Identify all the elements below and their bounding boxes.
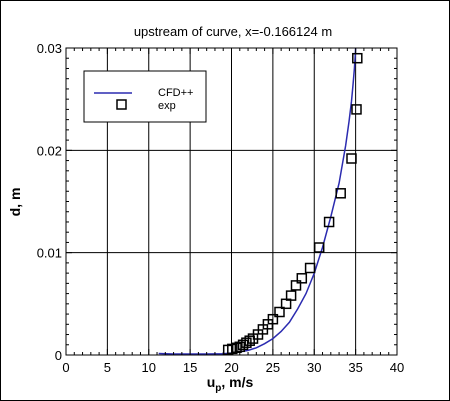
- exp-marker: [335, 188, 346, 199]
- x-tick-label: 15: [183, 360, 197, 375]
- x-tick-label: 35: [348, 360, 362, 375]
- x-tick-label: 0: [62, 360, 69, 375]
- x-tick-label: 40: [390, 360, 404, 375]
- exp-marker: [274, 306, 285, 318]
- legend: CFD++ exp: [83, 70, 207, 123]
- x-tick-label: 10: [142, 360, 156, 375]
- x-axis-label-rest: , m/s: [221, 374, 253, 390]
- exp-marker: [285, 290, 297, 301]
- y-tick-label: 0.03: [37, 41, 62, 56]
- exp-marker: [231, 342, 242, 354]
- legend-box: [83, 70, 207, 123]
- exp-marker: [244, 335, 255, 346]
- y-tick-label: 0.02: [37, 143, 62, 158]
- exp-marker: [290, 280, 302, 291]
- ticks: [65, 47, 398, 356]
- x-axis-label-main: u: [207, 374, 216, 390]
- legend-marker-exp: [116, 99, 127, 110]
- tick-labels: 0 5 10 15 20 25 30 35 40 0 0.01 0.02 0.03: [37, 41, 405, 375]
- x-tick-label: 20: [224, 360, 238, 375]
- exp-marker: [346, 153, 357, 164]
- x-tick-label: 25: [266, 360, 280, 375]
- exp-marker: [323, 216, 335, 228]
- y-axis-label: d, m: [7, 188, 23, 217]
- legend-label-cfd: CFD++: [158, 87, 193, 99]
- x-tick-label: 5: [104, 360, 111, 375]
- y-tick-label: 0.01: [37, 246, 62, 261]
- legend-label-exp: exp: [158, 100, 176, 112]
- exp-marker: [351, 104, 362, 115]
- x-axis-label: up, m/s: [207, 374, 254, 394]
- y-tick-label: 0: [55, 348, 62, 363]
- exp-marker: [304, 262, 316, 274]
- exp-marker: [313, 242, 325, 253]
- x-axis-label-subscript: p: [215, 383, 221, 394]
- chart-title: upstream of curve, x=-0.166124 m: [134, 24, 332, 39]
- plot-data: [158, 48, 363, 355]
- x-tick-label: 30: [307, 360, 321, 375]
- exp-marker: [267, 313, 279, 325]
- exp-marker: [352, 52, 363, 64]
- exp-marker: [296, 273, 308, 284]
